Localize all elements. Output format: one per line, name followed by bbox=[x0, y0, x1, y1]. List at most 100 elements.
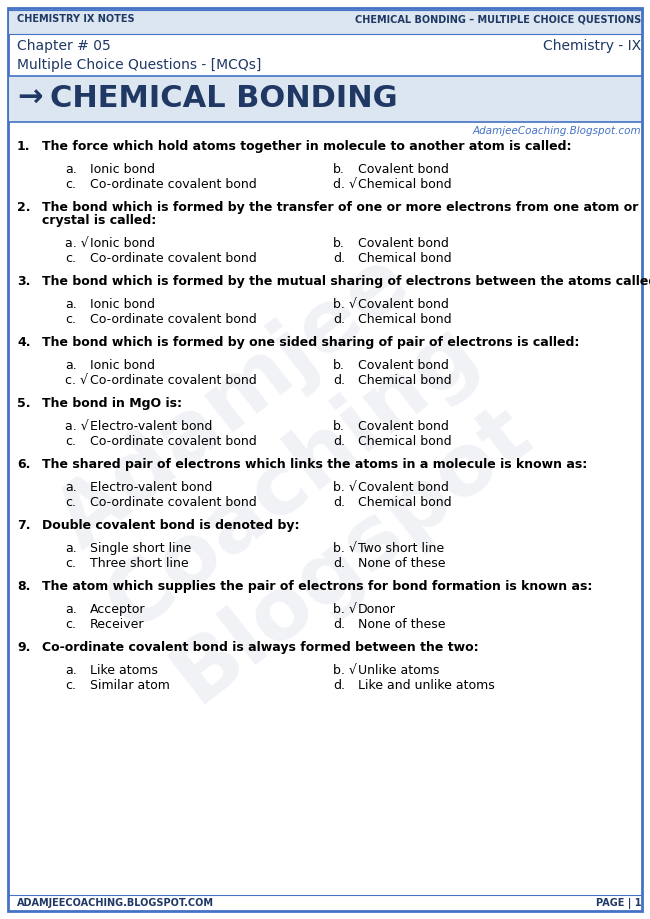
Text: Similar atom: Similar atom bbox=[90, 679, 170, 692]
Text: d.: d. bbox=[333, 679, 345, 692]
Text: ADAMJEECOACHING.BLOGSPOT.COM: ADAMJEECOACHING.BLOGSPOT.COM bbox=[17, 898, 214, 908]
Text: The shared pair of electrons which links the atoms in a molecule is known as:: The shared pair of electrons which links… bbox=[42, 458, 587, 471]
Text: d.: d. bbox=[333, 435, 345, 448]
Text: Co-ordinate covalent bond: Co-ordinate covalent bond bbox=[90, 435, 257, 448]
Text: Chapter # 05: Chapter # 05 bbox=[17, 39, 110, 53]
Text: None of these: None of these bbox=[358, 557, 445, 570]
Text: b. √: b. √ bbox=[333, 481, 357, 494]
Text: 7.: 7. bbox=[17, 519, 31, 532]
Text: c.: c. bbox=[65, 313, 76, 326]
Text: 6.: 6. bbox=[17, 458, 31, 471]
Text: Chemical bond: Chemical bond bbox=[358, 496, 452, 509]
Text: a.: a. bbox=[65, 603, 77, 616]
Text: b. √: b. √ bbox=[333, 603, 357, 616]
Text: Double covalent bond is denoted by:: Double covalent bond is denoted by: bbox=[42, 519, 300, 532]
Text: a. √: a. √ bbox=[65, 420, 89, 433]
Text: The bond which is formed by one sided sharing of pair of electrons is called:: The bond which is formed by one sided sh… bbox=[42, 336, 579, 349]
Text: b.: b. bbox=[333, 163, 345, 176]
Text: The bond in MgO is:: The bond in MgO is: bbox=[42, 397, 182, 410]
Text: c.: c. bbox=[65, 557, 76, 570]
Text: Electro-valent bond: Electro-valent bond bbox=[90, 481, 213, 494]
Text: Two short line: Two short line bbox=[358, 542, 444, 555]
Text: Co-ordinate covalent bond: Co-ordinate covalent bond bbox=[90, 178, 257, 191]
Bar bbox=[9, 76, 641, 122]
Text: d.: d. bbox=[333, 374, 345, 387]
Text: b. √: b. √ bbox=[333, 298, 357, 311]
Text: Single short line: Single short line bbox=[90, 542, 191, 555]
Text: Three short line: Three short line bbox=[90, 557, 188, 570]
Text: Co-ordinate covalent bond: Co-ordinate covalent bond bbox=[90, 313, 257, 326]
Text: d.: d. bbox=[333, 313, 345, 326]
Text: b.: b. bbox=[333, 359, 345, 372]
Text: None of these: None of these bbox=[358, 618, 445, 631]
Text: Covalent bond: Covalent bond bbox=[358, 420, 449, 433]
Text: Covalent bond: Covalent bond bbox=[358, 359, 449, 372]
Text: Adamjee
Coaching
Blogspot: Adamjee Coaching Blogspot bbox=[32, 232, 553, 724]
Text: Acceptor: Acceptor bbox=[90, 603, 146, 616]
Text: Co-ordinate covalent bond: Co-ordinate covalent bond bbox=[90, 252, 257, 265]
Text: CHEMICAL BONDING: CHEMICAL BONDING bbox=[50, 84, 398, 113]
Text: c.: c. bbox=[65, 496, 76, 509]
Text: PAGE | 1: PAGE | 1 bbox=[595, 898, 641, 909]
Text: a.: a. bbox=[65, 359, 77, 372]
Text: d. √: d. √ bbox=[333, 178, 357, 191]
Text: c.: c. bbox=[65, 618, 76, 631]
Text: b.: b. bbox=[333, 420, 345, 433]
Text: Co-ordinate covalent bond: Co-ordinate covalent bond bbox=[90, 374, 257, 387]
Text: c.: c. bbox=[65, 435, 76, 448]
Text: c.: c. bbox=[65, 252, 76, 265]
Text: AdamjeeCoaching.Blogspot.com: AdamjeeCoaching.Blogspot.com bbox=[473, 126, 641, 136]
Text: Like and unlike atoms: Like and unlike atoms bbox=[358, 679, 495, 692]
Text: a. √: a. √ bbox=[65, 237, 89, 250]
Text: a.: a. bbox=[65, 481, 77, 494]
Text: CHEMISTRY IX NOTES: CHEMISTRY IX NOTES bbox=[17, 14, 135, 24]
Text: Chemical bond: Chemical bond bbox=[358, 178, 452, 191]
Text: The force which hold atoms together in molecule to another atom is called:: The force which hold atoms together in m… bbox=[42, 140, 571, 153]
Text: 4.: 4. bbox=[17, 336, 31, 349]
Text: Chemical bond: Chemical bond bbox=[358, 374, 452, 387]
Text: a.: a. bbox=[65, 163, 77, 176]
Text: 9.: 9. bbox=[17, 641, 31, 654]
Text: a.: a. bbox=[65, 664, 77, 677]
Text: c.: c. bbox=[65, 178, 76, 191]
Bar bbox=[9, 10, 641, 34]
Text: c.: c. bbox=[65, 679, 76, 692]
Text: d.: d. bbox=[333, 557, 345, 570]
Text: 5.: 5. bbox=[17, 397, 31, 410]
Text: crystal is called:: crystal is called: bbox=[42, 214, 156, 227]
Text: d.: d. bbox=[333, 496, 345, 509]
Text: Chemical bond: Chemical bond bbox=[358, 313, 452, 326]
Text: Ionic bond: Ionic bond bbox=[90, 359, 155, 372]
Text: Like atoms: Like atoms bbox=[90, 664, 158, 677]
Text: Chemical bond: Chemical bond bbox=[358, 435, 452, 448]
Text: The bond which is formed by the mutual sharing of electrons between the atoms ca: The bond which is formed by the mutual s… bbox=[42, 275, 650, 288]
Text: Co-ordinate covalent bond is always formed between the two:: Co-ordinate covalent bond is always form… bbox=[42, 641, 478, 654]
Text: Ionic bond: Ionic bond bbox=[90, 163, 155, 176]
Text: Electro-valent bond: Electro-valent bond bbox=[90, 420, 213, 433]
Text: Multiple Choice Questions - [MCQs]: Multiple Choice Questions - [MCQs] bbox=[17, 58, 261, 72]
Text: Covalent bond: Covalent bond bbox=[358, 163, 449, 176]
Text: c. √: c. √ bbox=[65, 374, 88, 387]
Text: Donor: Donor bbox=[358, 603, 396, 616]
Text: Co-ordinate covalent bond: Co-ordinate covalent bond bbox=[90, 496, 257, 509]
Text: The atom which supplies the pair of electrons for bond formation is known as:: The atom which supplies the pair of elec… bbox=[42, 580, 592, 593]
Text: Chemical bond: Chemical bond bbox=[358, 252, 452, 265]
Text: Receiver: Receiver bbox=[90, 618, 144, 631]
Text: b. √: b. √ bbox=[333, 542, 357, 555]
Text: 2.: 2. bbox=[17, 201, 31, 214]
Text: b. √: b. √ bbox=[333, 664, 357, 677]
Text: Covalent bond: Covalent bond bbox=[358, 481, 449, 494]
Text: d.: d. bbox=[333, 618, 345, 631]
Text: The bond which is formed by the transfer of one or more electrons from one atom : The bond which is formed by the transfer… bbox=[42, 201, 638, 214]
Text: 1.: 1. bbox=[17, 140, 31, 153]
Text: Unlike atoms: Unlike atoms bbox=[358, 664, 439, 677]
Text: Ionic bond: Ionic bond bbox=[90, 298, 155, 311]
Text: Covalent bond: Covalent bond bbox=[358, 298, 449, 311]
Text: d.: d. bbox=[333, 252, 345, 265]
Text: CHEMICAL BONDING – MULTIPLE CHOICE QUESTIONS: CHEMICAL BONDING – MULTIPLE CHOICE QUEST… bbox=[355, 14, 641, 24]
Text: a.: a. bbox=[65, 298, 77, 311]
Text: 8.: 8. bbox=[17, 580, 31, 593]
Text: 3.: 3. bbox=[17, 275, 31, 288]
Text: b.: b. bbox=[333, 237, 345, 250]
Text: Covalent bond: Covalent bond bbox=[358, 237, 449, 250]
